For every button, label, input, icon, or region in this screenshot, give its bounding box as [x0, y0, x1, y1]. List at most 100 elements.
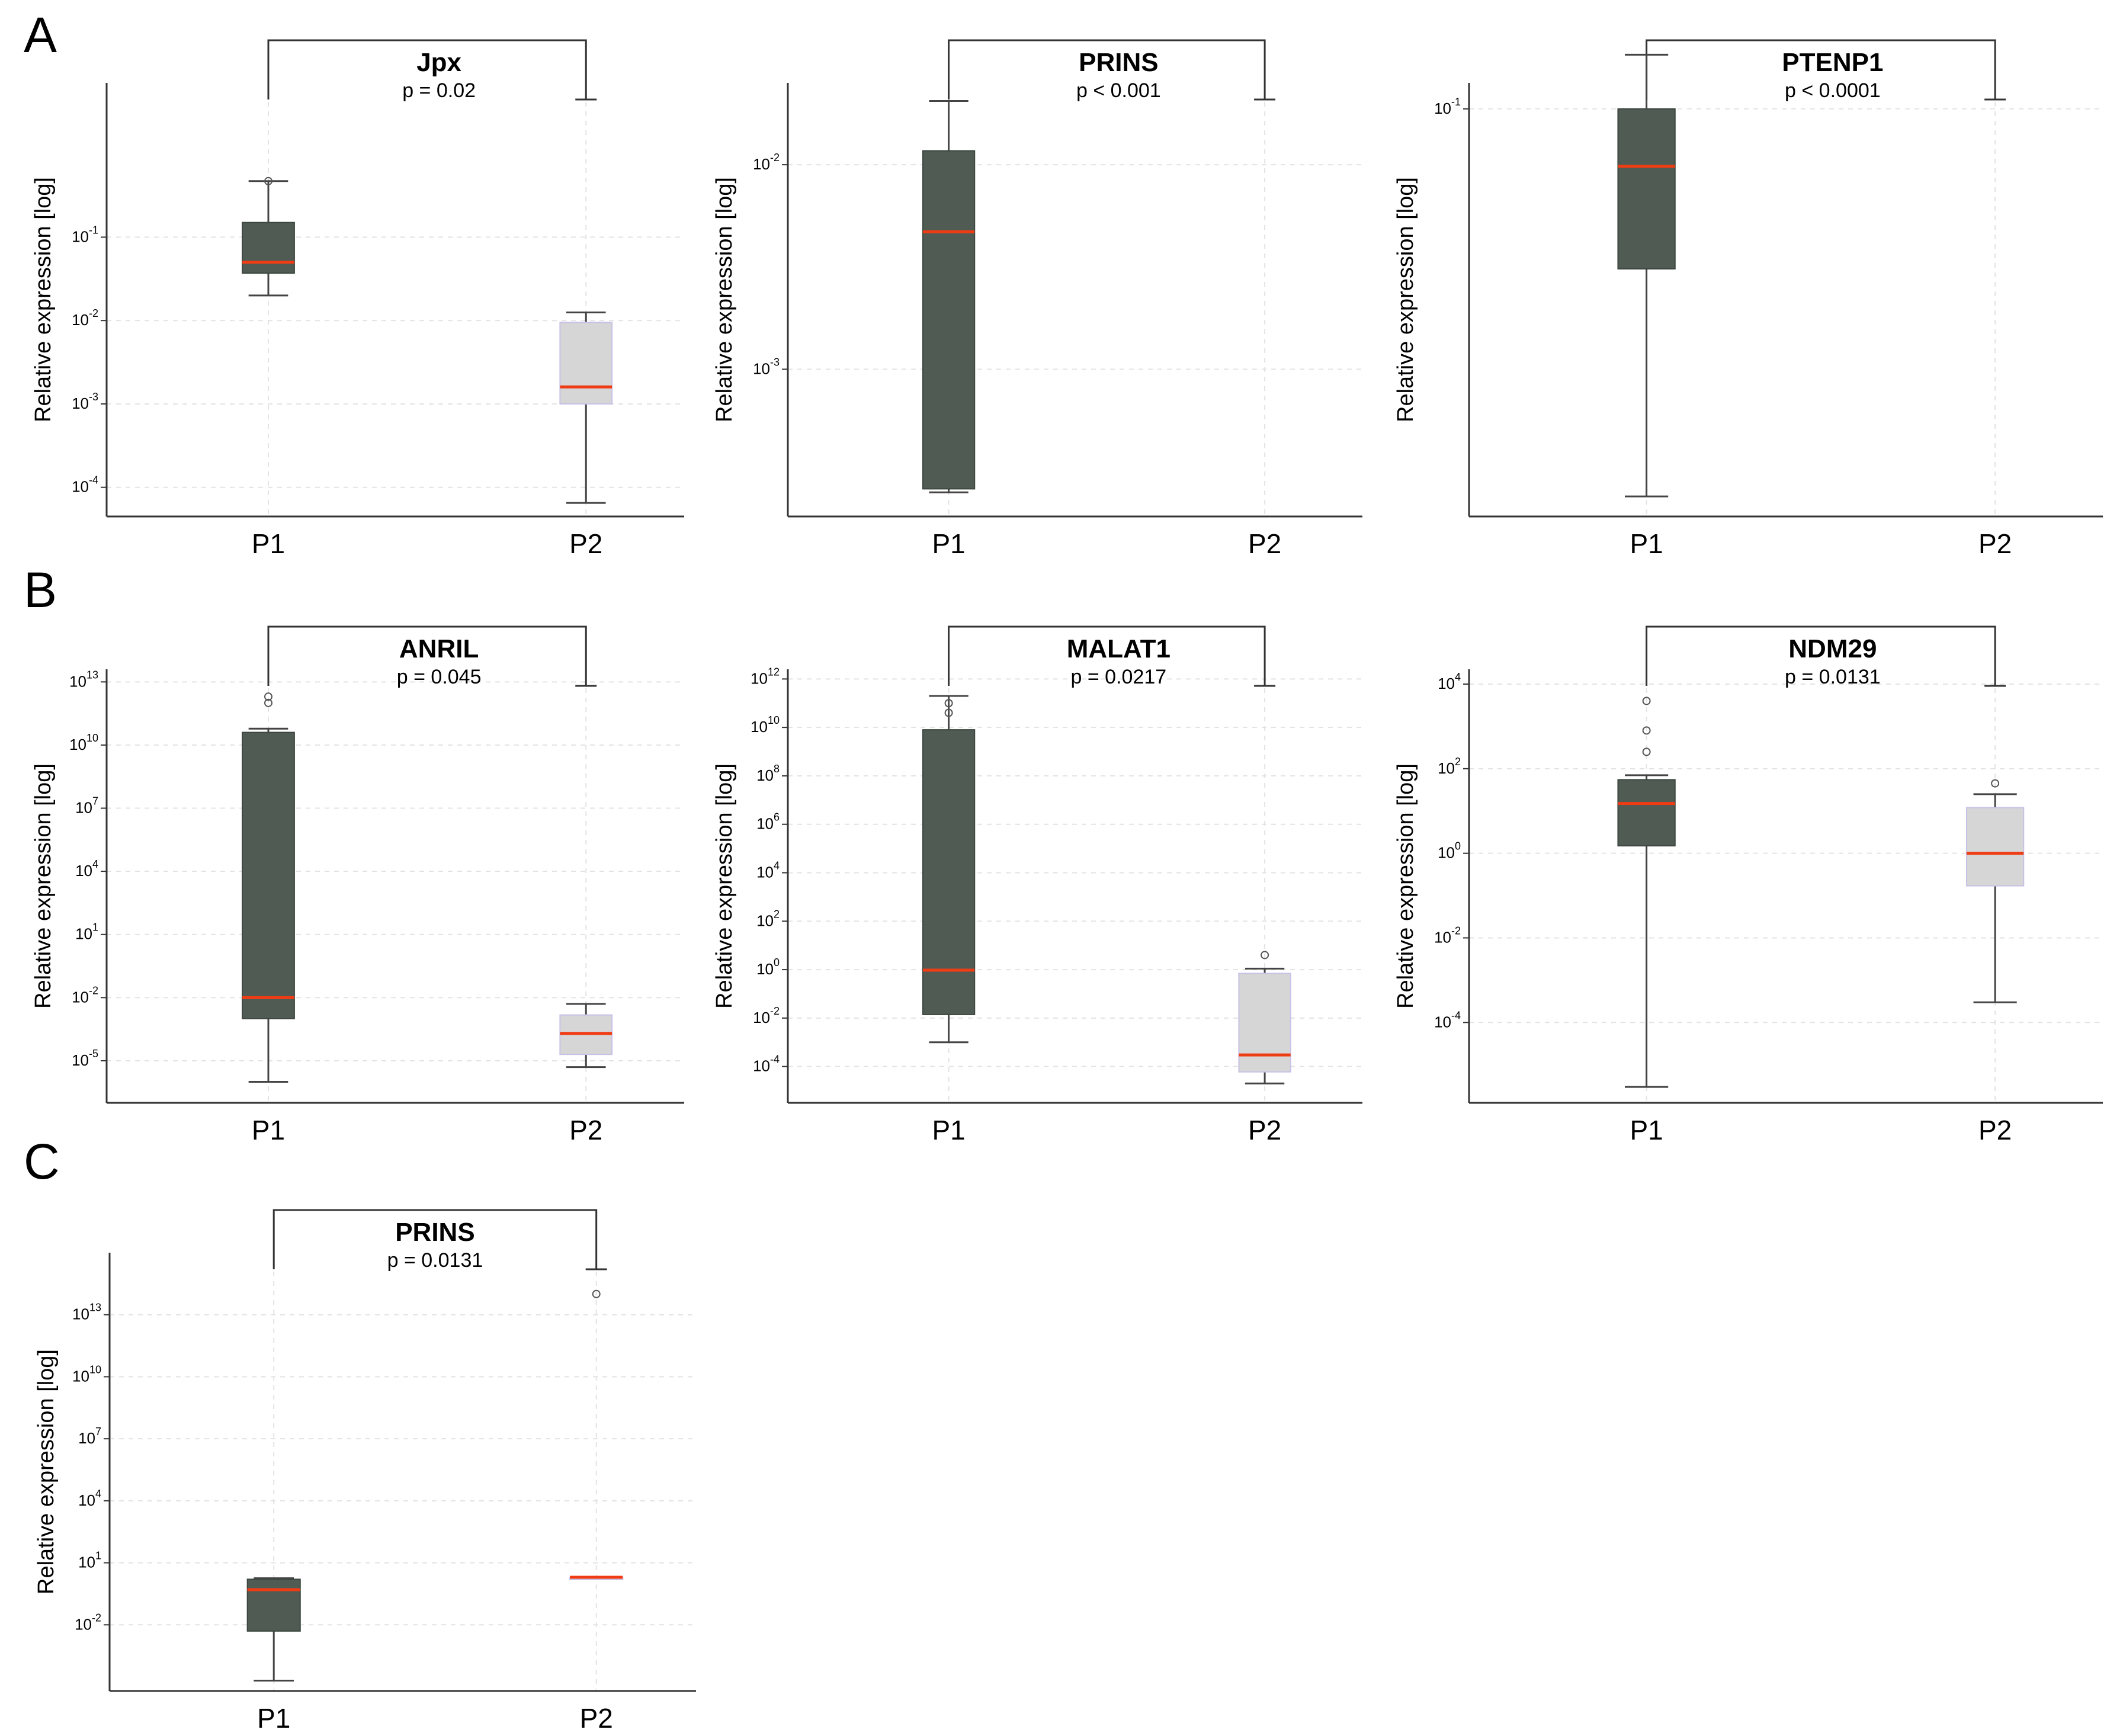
x-tick-label-p2: P2 — [1978, 528, 2012, 559]
outlier-point — [264, 698, 272, 707]
y-tick-label: 1013 — [69, 669, 98, 690]
y-axis-label: Relative expression [log] — [31, 177, 56, 422]
y-tick-label: 107 — [78, 1426, 101, 1447]
y-tick-label: 10‑3 — [72, 391, 98, 412]
significance-bracket — [948, 39, 1266, 100]
panel-letter-c: C — [24, 1134, 60, 1189]
y-tick-label: 1013 — [72, 1302, 101, 1323]
y-tick-label: 104 — [756, 860, 780, 881]
chart-4: 10‑5 10‑2 101 104 107 1010 1013 Relative expres… — [31, 625, 684, 1145]
chart-title: PRINS — [1079, 48, 1158, 77]
chart-2: 10‑3 10‑2 Relative expression [log] P1 P2 PRI… — [712, 39, 1362, 559]
outlier-point — [1261, 951, 1269, 960]
x-tick-label-p2: P2 — [580, 1703, 613, 1734]
y-tick-label: 10‑2 — [1434, 925, 1461, 946]
outlier-point — [1642, 697, 1651, 705]
y-axis-label: Relative expression [log] — [1393, 763, 1418, 1009]
y-tick-label: 1010 — [751, 714, 780, 736]
y-tick-label: 1010 — [72, 1363, 101, 1385]
y-tick-label: 104 — [78, 1488, 101, 1509]
chart-7: 10‑2 101 104 107 1010 1013 Relative expression… — [34, 1209, 696, 1734]
y-tick-label: 10‑2 — [72, 307, 98, 329]
y-axis-label: Relative expression [log] — [712, 177, 737, 422]
box-p1 — [922, 695, 976, 1044]
box-iqr — [1617, 108, 1676, 269]
box-p2 — [569, 1289, 624, 1580]
outlier-point — [944, 699, 953, 708]
box-iqr — [242, 222, 295, 274]
p-value-label: p = 0.02 — [402, 79, 476, 102]
y-tick-label: 100 — [1438, 840, 1461, 862]
x-tick-label-p2: P2 — [1978, 1115, 2012, 1145]
y-tick-label: 101 — [75, 922, 98, 943]
p-value-label: p = 0.0131 — [387, 1249, 483, 1272]
p-value-label: p = 0.045 — [397, 666, 482, 688]
chart-3: 10‑1 Relative expression [log] P1 P2 PTENP1p… — [1393, 39, 2103, 559]
box-p2 — [559, 312, 613, 504]
y-tick-label: 104 — [75, 858, 98, 880]
box-p1 — [242, 692, 295, 1083]
y-tick-label: 102 — [756, 908, 780, 929]
significance-bracket — [948, 625, 1266, 686]
box-p1 — [1617, 697, 1676, 1088]
box-iqr — [1965, 807, 2025, 887]
chart-5: 10‑4 10‑2 100 102 104 106 108 1010 1012 Relative … — [712, 625, 1362, 1145]
p-value-label: p < 0.001 — [1076, 79, 1161, 102]
y-tick-label: 10‑2 — [753, 1005, 780, 1026]
x-tick-label-p1: P1 — [1630, 528, 1663, 559]
outlier-point — [1642, 747, 1651, 756]
y-axis-label: Relative expression [log] — [31, 763, 56, 1009]
box-p1 — [242, 177, 295, 297]
x-tick-label-p2: P2 — [1248, 1115, 1281, 1145]
box-p1 — [246, 1577, 301, 1682]
chart-title: NDM29 — [1788, 634, 1877, 663]
outlier-point — [592, 1289, 601, 1298]
box-iqr — [922, 150, 976, 490]
box-iqr — [1238, 973, 1291, 1073]
y-tick-label: 10‑1 — [72, 224, 98, 245]
y-axis-label: Relative expression [log] — [712, 763, 737, 1009]
y-tick-label: 102 — [1438, 756, 1461, 777]
y-tick-label: 10‑3 — [753, 356, 780, 377]
x-tick-label-p1: P1 — [252, 1115, 285, 1145]
y-tick-label: 10‑4 — [753, 1054, 780, 1075]
charts-layer: 10‑4 10‑3 10‑2 10‑1 Relative expression [log… — [31, 39, 2103, 1734]
panel-letter-b: B — [24, 562, 57, 618]
outlier-point — [1642, 726, 1651, 735]
chart-6: 10‑4 10‑2 100 102 104 Relative expression [lo… — [1393, 625, 2103, 1145]
chart-title: MALAT1 — [1067, 634, 1170, 663]
chart-title: Jpx — [416, 48, 461, 77]
y-tick-label: 10‑1 — [1434, 96, 1461, 117]
box-p1 — [922, 100, 976, 493]
panel-letter-a: A — [24, 7, 57, 63]
y-tick-label: 1012 — [751, 666, 780, 687]
outlier-point — [944, 708, 953, 717]
y-tick-label: 10‑5 — [72, 1048, 98, 1069]
box-iqr — [559, 322, 613, 405]
y-tick-label: 100 — [756, 957, 780, 978]
significance-bracket — [267, 39, 587, 100]
outlier-point — [264, 177, 272, 185]
box-iqr — [1617, 779, 1676, 847]
outlier-point — [264, 692, 272, 701]
y-axis-label: Relative expression [log] — [34, 1349, 59, 1594]
box-iqr — [246, 1578, 301, 1632]
y-tick-label: 10‑4 — [72, 474, 98, 496]
chart-title: ANRIL — [399, 634, 479, 663]
y-tick-label: 10‑4 — [1434, 1009, 1461, 1031]
chart-title: PRINS — [395, 1218, 474, 1247]
box-p2 — [1965, 779, 2025, 1003]
p-value-label: p = 0.0217 — [1071, 666, 1167, 688]
x-tick-label-p2: P2 — [1248, 528, 1281, 559]
box-p2 — [559, 1003, 613, 1068]
x-tick-label-p1: P1 — [1630, 1115, 1663, 1145]
x-tick-label-p1: P1 — [252, 528, 285, 559]
y-tick-label: 108 — [756, 763, 780, 784]
significance-bracket — [1646, 625, 1996, 686]
y-tick-label: 106 — [756, 811, 780, 833]
x-tick-label-p1: P1 — [257, 1703, 290, 1734]
x-tick-label-p2: P2 — [569, 528, 602, 559]
box-iqr — [922, 729, 976, 1015]
significance-bracket — [267, 625, 587, 686]
